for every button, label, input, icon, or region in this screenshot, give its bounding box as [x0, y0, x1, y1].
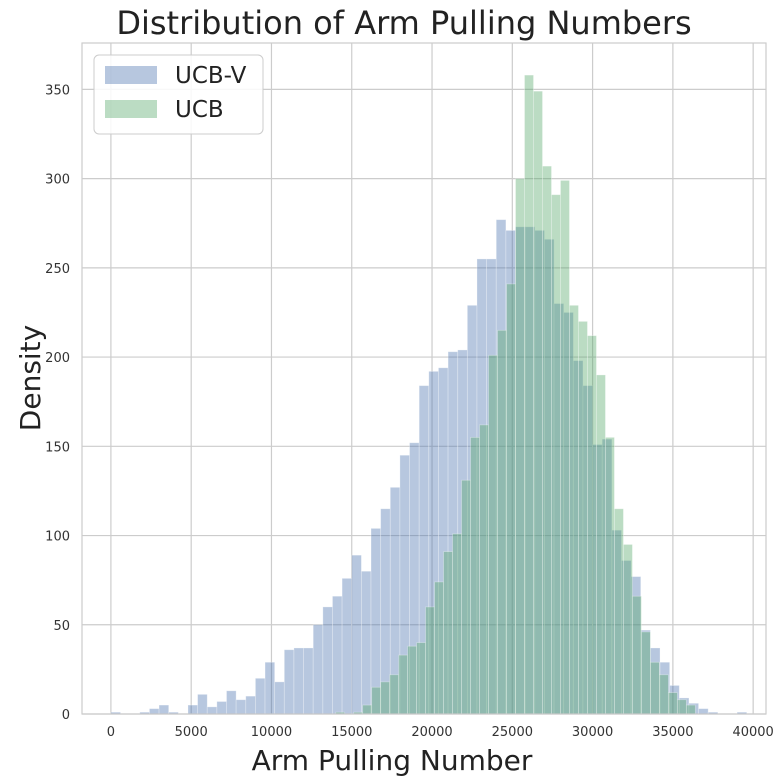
x-tick-label: 15000	[331, 725, 372, 740]
histogram-bar	[488, 354, 498, 715]
histogram-bar	[461, 479, 471, 715]
histogram-bar	[470, 436, 480, 715]
histogram-bar	[416, 642, 427, 715]
histogram-bar	[283, 649, 295, 715]
y-tick-label: 50	[53, 619, 70, 634]
series-ucb-v-bars	[110, 219, 748, 715]
histogram-bar	[698, 708, 709, 715]
histogram-bar	[371, 686, 382, 715]
x-tick-label: 0	[107, 725, 115, 740]
histogram-bar	[187, 704, 199, 715]
histogram-bar	[596, 374, 606, 715]
histogram-bar	[649, 661, 660, 715]
histogram-bar	[255, 677, 266, 715]
histogram-bar	[658, 674, 669, 715]
histogram-bar	[641, 631, 651, 715]
histogram-bar	[443, 551, 453, 715]
histogram-bar	[425, 606, 435, 715]
histogram-bar	[398, 654, 409, 715]
x-tick-label: 10000	[251, 725, 292, 740]
chart-title: Distribution of Arm Pulling Numbers	[116, 4, 691, 42]
x-axis-label: Arm Pulling Number	[252, 744, 533, 777]
plot-frame	[81, 42, 767, 715]
histogram-bar	[479, 424, 489, 715]
histogram-bar	[206, 706, 218, 715]
histogram-bar	[303, 647, 314, 715]
y-tick-label: 0	[62, 708, 70, 723]
legend: UCB-V UCB	[93, 54, 264, 135]
histogram-bar	[578, 320, 588, 715]
legend-label: UCB	[175, 97, 224, 123]
histogram-bar	[264, 661, 276, 715]
histogram-bar	[274, 681, 285, 715]
histogram-bar	[197, 693, 208, 715]
y-tick-label: 350	[45, 83, 70, 98]
histogram-bar	[533, 90, 543, 715]
histogram-bar	[551, 194, 561, 715]
y-tick-label: 250	[45, 262, 70, 277]
histogram-bar	[235, 699, 247, 715]
x-tick-label: 30000	[572, 725, 613, 740]
series-ucb-bars	[335, 74, 696, 715]
histogram-bar	[685, 704, 696, 715]
legend-swatch	[105, 66, 157, 84]
x-tick-label: 35000	[652, 725, 693, 740]
histogram-bar	[332, 595, 343, 715]
histogram-bar	[569, 304, 579, 715]
histogram-bar	[158, 704, 170, 715]
histogram-bar	[667, 692, 678, 715]
histogram-bar	[407, 645, 418, 715]
y-axis-label: Density	[14, 325, 47, 431]
y-tick-label: 300	[45, 173, 70, 188]
histogram-bar	[322, 606, 333, 715]
legend-swatch	[105, 100, 157, 118]
histogram-bar	[351, 554, 362, 715]
histogram-bar	[370, 528, 382, 715]
histogram-bar	[542, 165, 552, 715]
x-tick-label: 20000	[411, 725, 452, 740]
histogram-bar	[434, 581, 444, 715]
legend-box	[93, 54, 264, 135]
histogram-bar	[312, 624, 324, 715]
histogram-bar	[614, 508, 624, 715]
histogram-bar	[380, 681, 391, 715]
histogram-bar	[515, 178, 525, 715]
y-tick-label: 200	[45, 351, 70, 366]
histogram-bar	[226, 690, 237, 715]
y-axis-ticks: 0 50 100 150 200 250 300 350	[45, 83, 70, 723]
histogram-bar	[389, 674, 400, 715]
x-axis-ticks: 0 5000 10000 15000 20000 25000 30000 35000 40000	[107, 725, 774, 740]
histogram-bar	[587, 335, 597, 715]
histogram-bar	[341, 577, 353, 715]
histogram-bar	[506, 283, 516, 715]
legend-label: UCB-V	[175, 63, 247, 89]
histogram-bar	[452, 533, 462, 715]
histogram-bar	[632, 595, 642, 715]
histogram-bar	[560, 180, 570, 715]
x-tick-label: 40000	[732, 725, 773, 740]
histogram-bar	[245, 695, 256, 715]
histogram-bar	[149, 708, 160, 715]
y-tick-label: 150	[45, 440, 70, 455]
histogram-bars	[110, 74, 748, 715]
y-tick-label: 100	[45, 530, 70, 545]
histogram-bar	[362, 704, 373, 715]
histogram-bar	[293, 647, 304, 715]
histogram-bar	[216, 701, 227, 715]
histogram-bar	[497, 329, 507, 715]
x-tick-label: 25000	[492, 725, 533, 740]
histogram-bar	[605, 436, 615, 715]
histogram-bar	[360, 570, 372, 715]
histogram-bar	[676, 699, 687, 715]
histogram-bar	[623, 544, 633, 715]
histogram-bar	[524, 74, 534, 715]
plot-border	[81, 42, 767, 715]
x-tick-label: 5000	[175, 725, 208, 740]
